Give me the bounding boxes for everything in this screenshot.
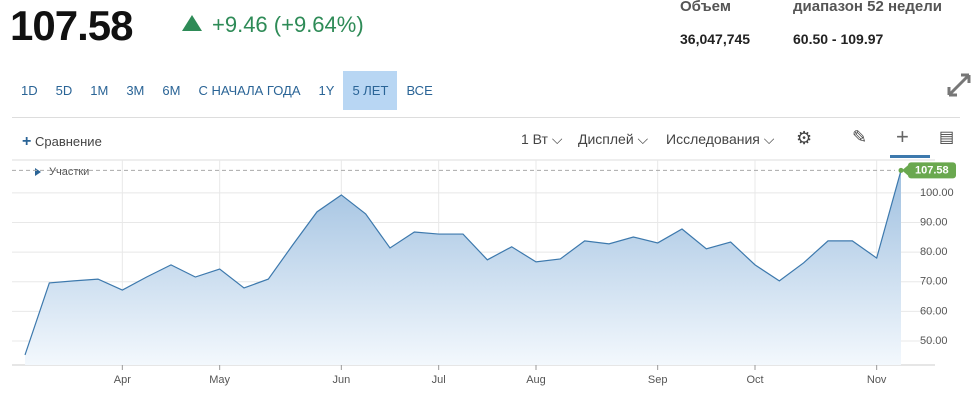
last-price-label: 107.58 [915,164,949,176]
range-button[interactable]: 5D [55,83,73,98]
y-tick-label: 70.00 [920,276,948,288]
divider [12,117,960,118]
x-tick-label: Oct [746,374,763,386]
interval-label: 1 Вт [521,131,548,147]
price-change: +9.46 (+9.64%) [212,12,364,37]
last-point [898,167,904,173]
area-fill [25,170,901,365]
range-button[interactable]: 1Y [318,83,335,98]
y-tick-label: 90.00 [920,216,948,228]
crosshair-icon[interactable]: + [896,124,909,149]
y-tick-label: 50.00 [920,335,948,347]
plots-arrow [35,168,41,176]
comment-icon[interactable]: ▤ [939,129,955,146]
y-tick-label: 60.00 [920,305,948,317]
range-label: диапазон 52 недели [793,0,943,15]
compare-button[interactable]: + Сравнение [22,133,102,150]
range-button[interactable]: 1D [21,83,38,98]
range-button[interactable]: 6M [162,83,181,98]
price-line [24,170,902,356]
last-price-pointer [902,164,909,177]
x-tick-label: May [209,374,230,386]
price: 107.58 [10,2,133,49]
range-button[interactable]: С НАЧАЛА ГОДА [198,83,301,98]
range: 60.50 - 109.97 [793,31,884,47]
x-tick-label: Apr [114,374,131,386]
last-price-box [908,162,956,179]
y-tick-label: 80.00 [920,246,948,258]
x-tick-label: Jun [332,374,350,386]
range-buttons: 1D 5D 1M 3M 6M С НАЧАЛА ГОДА 1Y 5 ЛЕТ ВСЕ [12,71,442,110]
studies-label: Исследования [666,131,760,147]
range-button[interactable]: 3M [126,83,145,98]
volume: 36,047,745 [680,31,751,47]
studies-menu[interactable]: Исследования ⌵ [666,131,775,147]
volume-label: Объем [680,0,731,15]
x-tick-label: Sep [648,374,668,386]
settings-icon[interactable]: ⚙ [796,128,813,148]
up-arrow [182,15,202,31]
plots-label[interactable]: Участки [49,166,89,178]
draw-icon[interactable]: ✎ [852,127,868,147]
x-tick-label: Nov [867,374,887,386]
range-button[interactable]: ВСЕ [406,83,433,98]
y-tick-label: 100.00 [920,187,954,199]
x-tick-label: Aug [526,374,546,386]
interval-menu[interactable]: 1 Вт ⌵ [521,131,563,147]
display-label: Дисплей [578,131,634,147]
display-menu[interactable]: Дисплей ⌵ [578,131,649,147]
active-tab [890,155,930,158]
x-tick-label: Jul [432,374,446,386]
compare-label: Сравнение [34,134,102,149]
range-button[interactable]: 5 ЛЕТ [343,71,398,110]
range-button[interactable]: 1M [90,83,109,98]
expand-icon[interactable] [946,72,972,98]
